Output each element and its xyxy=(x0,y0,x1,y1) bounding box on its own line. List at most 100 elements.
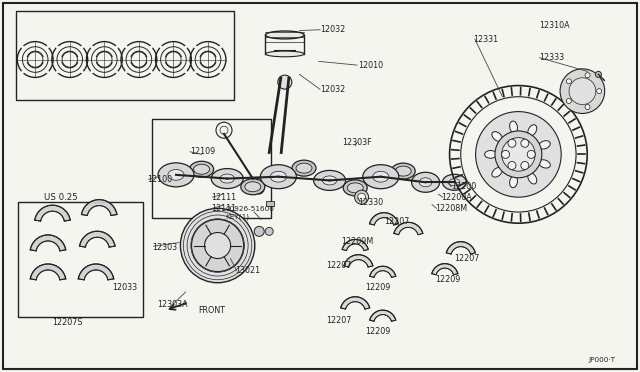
Text: 00926-51600: 00926-51600 xyxy=(225,206,274,212)
Circle shape xyxy=(278,75,292,89)
Ellipse shape xyxy=(245,182,261,192)
Circle shape xyxy=(205,232,230,259)
Polygon shape xyxy=(432,264,458,275)
Text: 12310A: 12310A xyxy=(539,21,570,30)
Text: KEY(1): KEY(1) xyxy=(225,213,249,220)
Text: 12207: 12207 xyxy=(326,262,352,270)
Circle shape xyxy=(566,99,572,103)
Text: 12100: 12100 xyxy=(147,175,172,184)
Text: 12209: 12209 xyxy=(435,275,461,284)
Text: 12109: 12109 xyxy=(190,147,215,156)
Text: 12209M: 12209M xyxy=(341,237,373,246)
Text: FRONT: FRONT xyxy=(198,306,225,315)
Ellipse shape xyxy=(412,172,440,192)
Circle shape xyxy=(596,89,602,94)
Ellipse shape xyxy=(348,183,364,193)
Polygon shape xyxy=(30,264,66,280)
Ellipse shape xyxy=(296,163,312,173)
Ellipse shape xyxy=(449,179,460,186)
Ellipse shape xyxy=(211,169,243,189)
Circle shape xyxy=(495,131,542,178)
Polygon shape xyxy=(369,213,399,225)
Circle shape xyxy=(180,208,255,283)
Text: US 0.25: US 0.25 xyxy=(44,193,77,202)
Circle shape xyxy=(461,97,576,212)
Text: 12209: 12209 xyxy=(365,327,390,336)
Circle shape xyxy=(560,69,605,113)
Text: 12207: 12207 xyxy=(326,316,352,325)
Ellipse shape xyxy=(492,167,502,177)
Ellipse shape xyxy=(252,178,262,194)
Text: 12331: 12331 xyxy=(474,35,499,44)
Ellipse shape xyxy=(343,180,367,196)
Ellipse shape xyxy=(492,132,502,141)
Text: 12207: 12207 xyxy=(454,254,480,263)
Polygon shape xyxy=(370,266,396,278)
Polygon shape xyxy=(78,264,114,280)
Text: 12111: 12111 xyxy=(211,193,236,202)
Polygon shape xyxy=(340,297,370,309)
Text: 12032: 12032 xyxy=(320,25,345,34)
Circle shape xyxy=(191,219,244,272)
Text: 12200: 12200 xyxy=(451,182,476,191)
Circle shape xyxy=(585,105,590,110)
Ellipse shape xyxy=(372,171,389,182)
Bar xyxy=(152,119,271,218)
Ellipse shape xyxy=(250,178,260,194)
Ellipse shape xyxy=(270,171,287,182)
Circle shape xyxy=(254,227,264,236)
Text: 12333: 12333 xyxy=(539,53,564,62)
Polygon shape xyxy=(344,255,373,267)
Ellipse shape xyxy=(314,170,346,190)
Circle shape xyxy=(521,139,529,147)
Ellipse shape xyxy=(241,179,265,195)
Polygon shape xyxy=(79,231,115,247)
Ellipse shape xyxy=(193,164,210,174)
Ellipse shape xyxy=(419,178,432,187)
Text: 12033: 12033 xyxy=(112,283,138,292)
Text: 12207: 12207 xyxy=(384,217,410,226)
Ellipse shape xyxy=(396,166,412,176)
Circle shape xyxy=(527,150,535,158)
Circle shape xyxy=(595,71,602,77)
Ellipse shape xyxy=(539,160,550,168)
Bar xyxy=(18,202,143,317)
Circle shape xyxy=(265,227,273,235)
Text: 12207S: 12207S xyxy=(52,318,83,327)
Circle shape xyxy=(566,79,572,84)
Polygon shape xyxy=(35,205,70,221)
Ellipse shape xyxy=(391,163,415,179)
Text: 12208M: 12208M xyxy=(435,204,467,213)
Circle shape xyxy=(569,78,596,105)
Ellipse shape xyxy=(168,169,184,180)
Polygon shape xyxy=(446,242,476,254)
Circle shape xyxy=(585,73,590,78)
Ellipse shape xyxy=(266,51,304,57)
Ellipse shape xyxy=(442,174,467,190)
Text: 12200A: 12200A xyxy=(442,193,472,202)
Ellipse shape xyxy=(509,121,518,133)
Circle shape xyxy=(508,161,516,170)
Text: 12010: 12010 xyxy=(358,61,383,70)
Text: 12209: 12209 xyxy=(365,283,390,292)
Polygon shape xyxy=(30,235,66,251)
Circle shape xyxy=(355,190,369,204)
Bar xyxy=(16,11,234,100)
Circle shape xyxy=(502,150,509,158)
Ellipse shape xyxy=(260,165,296,189)
Ellipse shape xyxy=(363,165,399,189)
Circle shape xyxy=(502,138,535,171)
Text: 12303A: 12303A xyxy=(157,300,188,309)
Ellipse shape xyxy=(509,176,518,188)
Ellipse shape xyxy=(528,125,537,136)
Polygon shape xyxy=(81,200,117,215)
Ellipse shape xyxy=(292,160,316,176)
Circle shape xyxy=(476,112,561,197)
Polygon shape xyxy=(342,240,368,251)
Text: 12303: 12303 xyxy=(152,243,177,252)
Text: 12111: 12111 xyxy=(211,204,236,213)
Text: 12303F: 12303F xyxy=(342,138,372,147)
Ellipse shape xyxy=(158,163,194,187)
Text: 13021: 13021 xyxy=(236,266,260,275)
Polygon shape xyxy=(394,222,423,235)
